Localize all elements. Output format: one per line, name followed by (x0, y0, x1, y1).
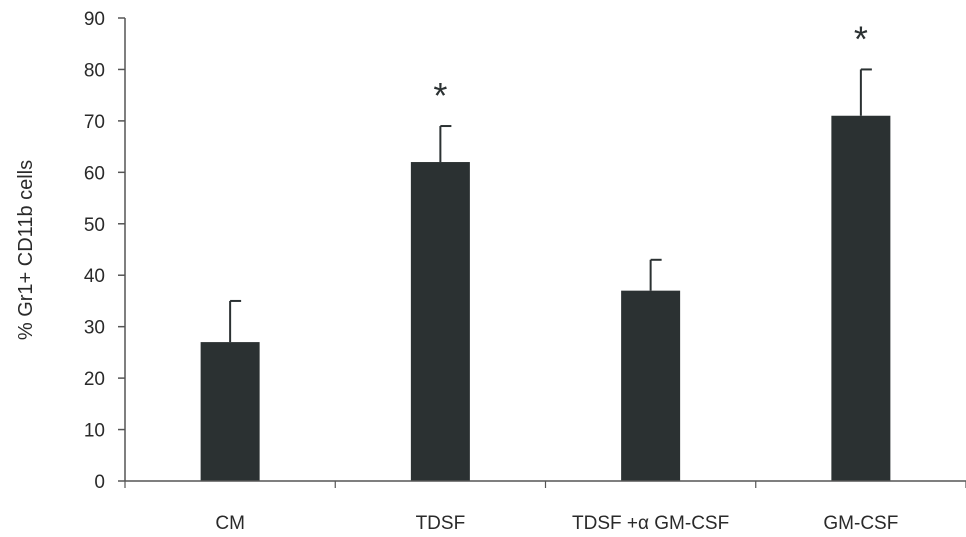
significance-asterisk: * (854, 18, 868, 59)
y-axis-title: % Gr1+ CD11b cells (15, 160, 37, 340)
bar-2 (410, 162, 470, 482)
y-tick-label: 70 (84, 112, 105, 133)
y-tick-label: 40 (84, 266, 105, 287)
bar-4 (831, 115, 891, 481)
x-tick-label: CM (215, 513, 245, 534)
y-axis-ticks: 0 10 20 30 40 50 60 70 80 90 (84, 9, 125, 493)
bars (200, 115, 891, 482)
y-tick-label: 80 (84, 60, 105, 81)
bar-3 (621, 290, 681, 481)
y-tick-label: 30 (84, 318, 105, 339)
y-tick-label: 20 (84, 369, 105, 390)
x-axis-labels: CM TDSF TDSF +α GM-CSF GM-CSF (215, 513, 898, 534)
y-tick-label: 60 (84, 163, 105, 184)
bar-1 (200, 342, 260, 481)
x-tick-label: TDSF (416, 513, 466, 534)
y-tick-label: 0 (94, 472, 105, 493)
x-axis-ticks (124, 481, 966, 488)
error-bars (229, 68, 872, 343)
x-tick-label: TDSF +α GM-CSF (572, 513, 729, 534)
significance-asterisk: * (433, 75, 447, 116)
y-tick-label: 10 (84, 421, 105, 442)
y-tick-label: 90 (84, 9, 105, 30)
significance-annotations: ** (433, 18, 868, 116)
y-tick-label: 50 (84, 215, 105, 236)
x-tick-label: GM-CSF (823, 513, 898, 534)
